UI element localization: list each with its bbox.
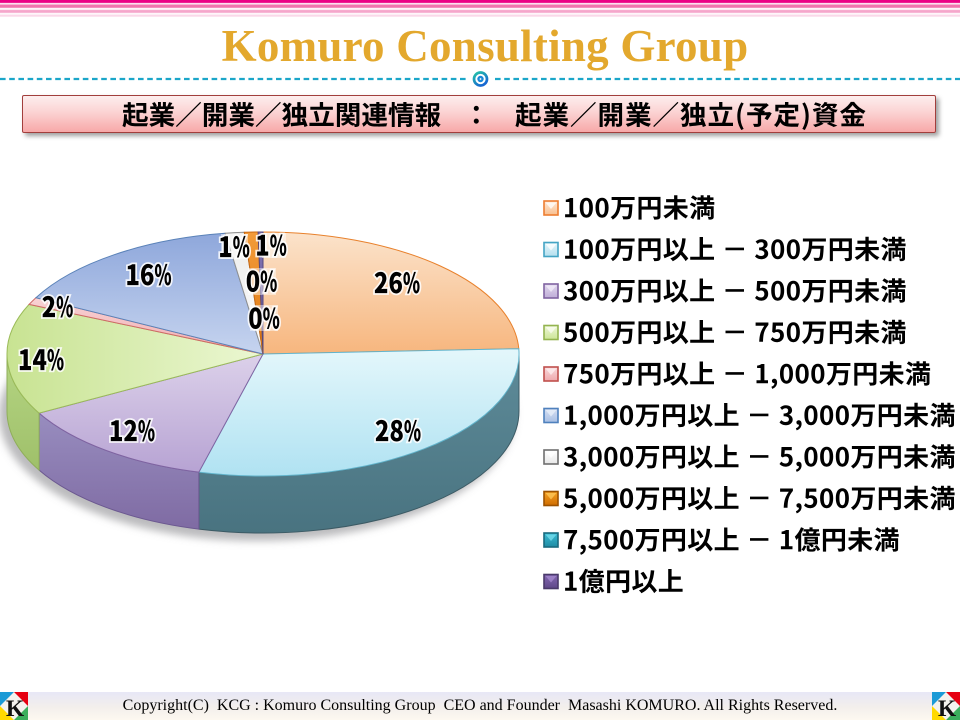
svg-text:K: K — [6, 696, 25, 720]
svg-text:K: K — [938, 696, 957, 720]
